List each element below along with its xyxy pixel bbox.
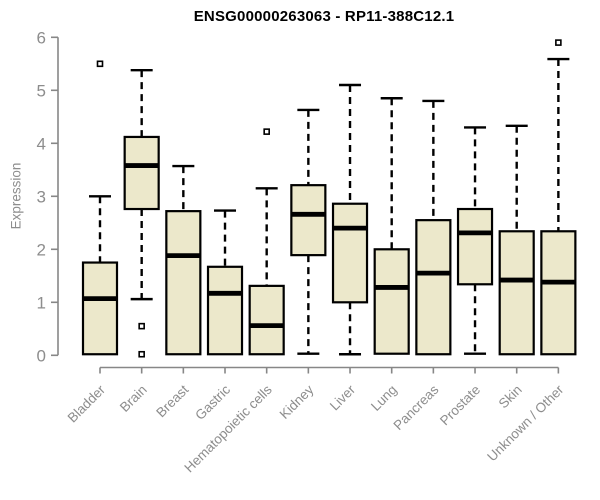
box-lung xyxy=(373,248,410,355)
outlier-brain xyxy=(138,322,145,330)
x-category-label: Gastric xyxy=(192,382,233,423)
box-breast xyxy=(165,210,202,356)
box-hematopoietic-cells xyxy=(248,284,285,356)
outlier-unknown-other xyxy=(555,39,562,46)
chart-title: ENSG00000263063 - RP11-388C12.1 xyxy=(193,8,455,25)
x-category-label: Pancreas xyxy=(391,382,442,433)
x-category-label: Kidney xyxy=(277,382,317,422)
x-category-label: Unknown / Other xyxy=(484,382,567,465)
x-category-label: Brain xyxy=(117,382,150,415)
x-category-label: Bladder xyxy=(65,382,109,426)
x-category-label: Skin xyxy=(496,382,525,411)
x-category-label: Breast xyxy=(153,382,191,420)
box-pancreas xyxy=(415,219,452,356)
x-category-label: Prostate xyxy=(437,382,483,428)
outlier-bladder xyxy=(96,60,104,68)
box-kidney xyxy=(290,184,327,257)
box-bladder xyxy=(81,261,119,356)
box-gastric xyxy=(206,265,244,356)
y-tick-label: 4 xyxy=(37,134,46,153)
outlier-hematopoietic-cells xyxy=(263,128,270,135)
y-tick-label: 0 xyxy=(37,346,46,365)
box-prostate xyxy=(456,207,494,286)
x-category-label: Lung xyxy=(368,382,400,414)
y-tick-label: 5 xyxy=(37,81,46,100)
y-tick-label: 6 xyxy=(37,28,46,47)
x-category-label: Liver xyxy=(327,382,359,414)
box-liver xyxy=(331,202,369,304)
y-tick-label: 3 xyxy=(37,187,46,206)
y-tick-label: 2 xyxy=(37,240,46,259)
box-unknown-other xyxy=(540,230,577,356)
box-brain xyxy=(123,135,160,211)
y-tick-label: 1 xyxy=(37,293,46,312)
box-skin xyxy=(498,230,535,356)
outlier-brain xyxy=(138,350,145,358)
